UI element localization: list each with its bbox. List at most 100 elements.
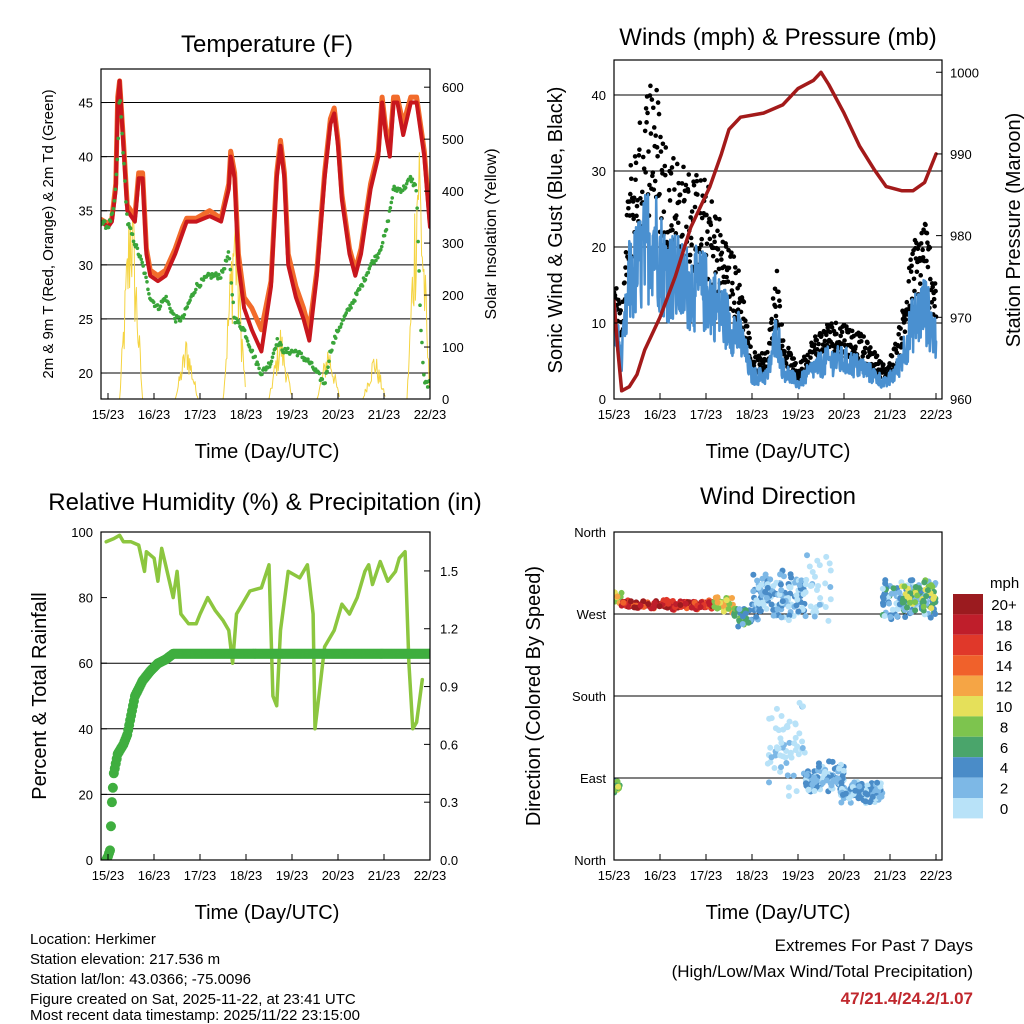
direction-point bbox=[815, 763, 822, 770]
dewpoint-point bbox=[338, 325, 343, 329]
gust-point bbox=[744, 324, 750, 329]
direction-point bbox=[799, 738, 806, 745]
gust-point bbox=[729, 288, 735, 293]
direction-point bbox=[770, 612, 777, 619]
dewpoint-point bbox=[126, 221, 131, 226]
location-text: Location: Herkimer bbox=[30, 931, 156, 948]
direction-point bbox=[739, 613, 746, 620]
gust-point bbox=[777, 298, 782, 303]
direction-point bbox=[823, 777, 830, 784]
gust-point bbox=[719, 257, 724, 262]
dewpoint-point bbox=[320, 377, 325, 382]
gust-point bbox=[928, 276, 933, 282]
dewpoint-point bbox=[378, 247, 383, 252]
dewpoint-point bbox=[386, 219, 391, 223]
dewpoint-point bbox=[122, 161, 126, 166]
direction-point bbox=[890, 585, 897, 592]
gust-point bbox=[812, 342, 817, 347]
gust-point bbox=[786, 345, 791, 351]
dewpoint-point bbox=[145, 279, 149, 284]
solar-line bbox=[222, 228, 246, 399]
dewpoint-point bbox=[299, 351, 304, 356]
gust-point bbox=[923, 222, 928, 228]
dewpoint-point bbox=[247, 345, 252, 349]
y-tick-label: 40 bbox=[592, 88, 606, 103]
dewpoint-point bbox=[372, 261, 376, 265]
x-tick-label: 20/23 bbox=[322, 868, 355, 883]
dewpoint-point bbox=[201, 278, 206, 282]
gust-point bbox=[680, 232, 685, 238]
dewpoint-point bbox=[231, 300, 236, 305]
gust-point bbox=[704, 241, 710, 247]
y-tick-label: 40 bbox=[79, 722, 93, 737]
winds-xlabel: Time (Day/UTC) bbox=[706, 441, 851, 463]
dir-ylabel: Direction (Colored By Speed) bbox=[523, 566, 545, 826]
dewpoint-point bbox=[422, 372, 426, 377]
dewpoint-point bbox=[143, 271, 147, 276]
dewpoint-point bbox=[125, 212, 129, 216]
gust-point bbox=[687, 252, 693, 258]
gust-point bbox=[920, 255, 926, 260]
direction-point bbox=[829, 758, 836, 765]
dewpoint-point bbox=[360, 284, 365, 288]
x-tick-label: 22/23 bbox=[414, 407, 447, 422]
legend-label: 6 bbox=[1000, 740, 1008, 757]
solar-line bbox=[362, 358, 386, 399]
x-tick-label: 17/23 bbox=[184, 868, 217, 883]
dewpoint-point bbox=[144, 275, 148, 280]
gust-point bbox=[650, 170, 656, 175]
direction-point bbox=[803, 576, 810, 583]
dewpoint-point bbox=[413, 182, 418, 187]
gust-point bbox=[788, 352, 794, 358]
gust-point bbox=[674, 161, 680, 167]
dewpoint-point bbox=[110, 211, 115, 215]
extremes-subtitle: (High/Low/Max Wind/Total Precipitation) bbox=[672, 962, 973, 981]
dewpoint-point bbox=[256, 362, 260, 367]
temp-axes-box bbox=[100, 68, 431, 400]
dewpoint-point bbox=[330, 348, 334, 353]
gust-point bbox=[829, 325, 835, 330]
direction-point bbox=[783, 759, 790, 766]
rh-series bbox=[104, 533, 425, 731]
temp-data bbox=[101, 78, 430, 399]
dewpoint-point bbox=[388, 206, 393, 210]
winds-ylabel: Sonic Wind & Gust (Blue, Black) bbox=[545, 87, 567, 374]
gust-point bbox=[695, 192, 700, 197]
gust-point bbox=[699, 215, 705, 221]
legend-swatch bbox=[953, 798, 983, 819]
direction-point bbox=[795, 608, 802, 615]
dewpoint-point bbox=[242, 328, 247, 333]
x-tick-label: 19/23 bbox=[276, 407, 309, 422]
dewpoint-point bbox=[353, 299, 357, 303]
gust-point bbox=[839, 329, 845, 335]
legend-swatch bbox=[953, 634, 983, 656]
dewpoint-point bbox=[111, 206, 116, 211]
gust-point bbox=[824, 332, 829, 338]
rh-ylabel: Percent & Total Rainfall bbox=[29, 592, 51, 800]
direction-point bbox=[756, 600, 763, 607]
gust-point bbox=[931, 296, 937, 302]
dir-xlabel: Time (Day/UTC) bbox=[706, 902, 851, 924]
direction-point bbox=[817, 595, 824, 602]
series-2m-td bbox=[101, 99, 430, 389]
direction-point bbox=[931, 593, 938, 600]
legend-label: 8 bbox=[1000, 719, 1008, 736]
direction-point bbox=[927, 614, 934, 621]
dewpoint-point bbox=[108, 219, 113, 224]
y2-tick-label: 1000 bbox=[950, 65, 979, 80]
gust-point bbox=[730, 291, 736, 297]
direction-point bbox=[773, 579, 780, 586]
gust-point bbox=[765, 349, 770, 355]
direction-point bbox=[656, 603, 663, 610]
direction-point bbox=[804, 552, 811, 559]
gust-point bbox=[748, 344, 753, 349]
gust-point bbox=[860, 354, 866, 359]
y-tick-label: East bbox=[580, 771, 606, 786]
precip-point bbox=[425, 648, 430, 659]
x-tick-label: 19/23 bbox=[276, 868, 309, 883]
gust-point bbox=[618, 308, 624, 313]
gust-point bbox=[932, 303, 937, 309]
dewpoint-point bbox=[194, 287, 198, 292]
direction-point bbox=[645, 601, 652, 608]
gust-point bbox=[732, 265, 738, 270]
